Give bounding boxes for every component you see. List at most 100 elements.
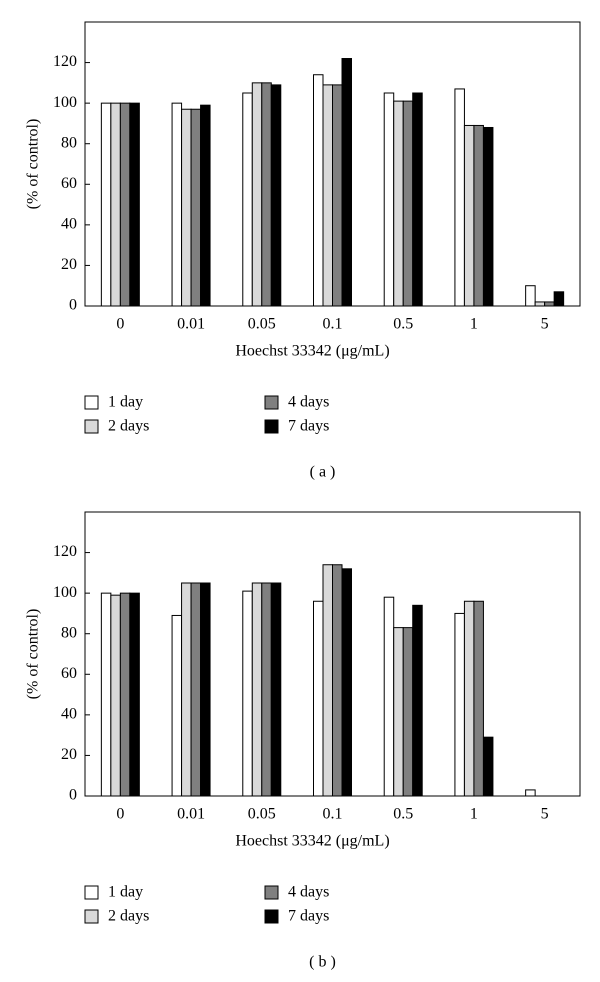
bar: [553, 291, 565, 307]
bar: [463, 124, 475, 307]
bar: [110, 594, 121, 797]
x-tick-label: 0: [116, 806, 124, 823]
bar: [534, 301, 546, 307]
x-tick-label: 5: [541, 316, 549, 333]
legend-swatch: [84, 909, 99, 924]
bar: [270, 84, 282, 307]
legend-swatch: [264, 909, 279, 924]
bar: [383, 596, 395, 797]
bar: [171, 614, 183, 797]
y-tick-label: 20: [61, 256, 77, 273]
bar: [332, 564, 343, 797]
x-tick-label: 0.05: [248, 806, 276, 823]
legend-label: 4 days: [288, 394, 329, 411]
panel-label: ( a ): [310, 464, 336, 481]
bar: [322, 564, 333, 797]
x-axis-label: Hoechst 33342 (μg/mL): [235, 343, 389, 360]
legend-label: 7 days: [288, 418, 329, 435]
x-tick-label: 0.1: [323, 316, 343, 333]
bar: [473, 600, 484, 797]
bar: [129, 592, 140, 797]
bar: [200, 582, 211, 797]
bar: [482, 126, 494, 307]
bar: [454, 612, 465, 797]
legend-label: 7 days: [288, 908, 329, 925]
legend-label: 4 days: [288, 884, 329, 901]
x-tick-label: 1: [470, 316, 478, 333]
bar: [251, 82, 263, 307]
y-tick-label: 0: [69, 297, 77, 314]
legend-label: 2 days: [108, 908, 149, 925]
bar: [313, 600, 324, 797]
bar: [383, 92, 395, 307]
legend-label: 1 day: [108, 884, 143, 901]
bar: [322, 84, 333, 307]
bar: [261, 82, 272, 307]
y-tick-label: 100: [53, 94, 77, 111]
x-tick-label: 5: [541, 806, 549, 823]
panel-label: ( b ): [309, 954, 336, 971]
x-tick-label: 0: [116, 316, 124, 333]
x-tick-label: 0.5: [393, 806, 413, 823]
bar: [341, 58, 352, 307]
bar: [402, 627, 414, 797]
legend-swatch: [264, 419, 279, 434]
y-tick-label: 60: [61, 175, 77, 192]
bar: [242, 92, 253, 307]
bar: [393, 627, 404, 797]
legend-swatch: [264, 395, 279, 410]
bar: [412, 604, 423, 797]
bar: [332, 84, 343, 307]
legend-swatch: [264, 885, 279, 900]
bar: [251, 582, 263, 797]
x-tick-label: 1: [470, 806, 478, 823]
y-tick-label: 80: [61, 134, 77, 151]
bar: [200, 104, 211, 307]
bar: [100, 592, 112, 797]
x-axis-label: Hoechst 33342 (μg/mL): [235, 833, 389, 850]
y-tick-label: 40: [61, 216, 77, 233]
bar: [463, 600, 475, 797]
y-tick-label: 60: [61, 665, 77, 682]
y-axis-label: (% of control): [25, 119, 42, 210]
y-tick-label: 120: [53, 543, 77, 560]
bar: [341, 568, 352, 797]
x-tick-label: 0.01: [177, 316, 205, 333]
bar: [402, 100, 414, 307]
legend-label: 1 day: [108, 394, 143, 411]
bar: [190, 108, 202, 307]
legend-swatch: [84, 885, 99, 900]
bar: [100, 102, 112, 307]
y-tick-label: 80: [61, 624, 77, 641]
bar: [190, 582, 202, 797]
bar: [171, 102, 183, 307]
legend-swatch: [84, 395, 99, 410]
bar: [393, 100, 404, 307]
bar: [181, 108, 192, 307]
bar: [473, 124, 484, 307]
y-tick-label: 40: [61, 706, 77, 723]
x-tick-label: 0.1: [323, 806, 343, 823]
x-tick-label: 0.05: [248, 316, 276, 333]
y-axis-label: (% of control): [25, 609, 42, 700]
bar: [181, 582, 192, 797]
bar: [525, 285, 536, 307]
bar: [261, 582, 272, 797]
y-tick-label: 120: [53, 53, 77, 70]
bar: [313, 74, 324, 307]
bar: [110, 102, 121, 307]
legend-swatch: [84, 419, 99, 434]
y-tick-label: 20: [61, 746, 77, 763]
x-tick-label: 0.01: [177, 806, 205, 823]
bar: [119, 102, 131, 307]
bar: [129, 102, 140, 307]
bar: [119, 592, 131, 797]
bar: [482, 736, 494, 797]
x-tick-label: 0.5: [393, 316, 413, 333]
bar: [544, 301, 555, 307]
bar: [242, 590, 253, 797]
bar: [454, 88, 465, 307]
bar: [270, 582, 282, 797]
